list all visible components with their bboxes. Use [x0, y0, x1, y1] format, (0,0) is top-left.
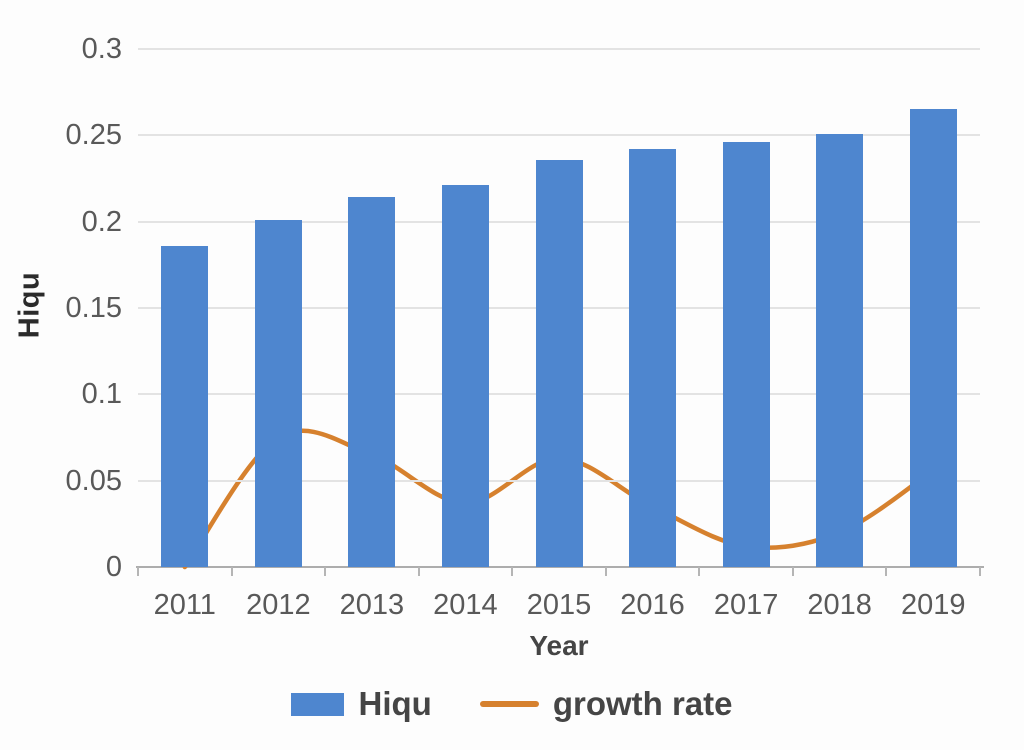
x-tick-label-2014: 2014	[433, 589, 498, 621]
bar-2017	[722, 142, 770, 567]
bar-2011	[161, 245, 209, 567]
x-tick-label-2011: 2011	[153, 589, 216, 621]
x-tick-label-2015: 2015	[526, 589, 592, 621]
y-tick-label-0.05: 0.05	[65, 464, 122, 497]
bar-2012	[254, 219, 302, 567]
x-tick-mark	[137, 567, 139, 576]
y-tick-label-0.2: 0.2	[81, 205, 122, 238]
x-tick-label-2012: 2012	[246, 589, 311, 621]
y-tick-label-0.15: 0.15	[65, 292, 122, 324]
x-tick-mark	[324, 567, 327, 576]
gridline-0.3	[138, 48, 980, 50]
x-tick-mark	[885, 567, 888, 576]
bar-2019	[909, 109, 957, 567]
legend-swatch-hiqu-icon	[291, 692, 345, 716]
x-tick-mark	[791, 567, 794, 576]
x-tick-mark	[698, 567, 701, 576]
legend-label-growth-rate: growth rate	[552, 685, 733, 722]
x-tick-label-2018: 2018	[807, 589, 872, 621]
x-axis-title: Year	[529, 630, 589, 661]
x-tick-label-2016: 2016	[620, 589, 685, 621]
x-tick-label-2013: 2013	[339, 589, 405, 621]
bar-2015	[535, 159, 583, 567]
x-tick-mark	[417, 567, 420, 576]
x-tick-mark	[511, 567, 514, 576]
y-tick-label-0.3: 0.3	[81, 33, 122, 65]
bar-2014	[441, 185, 489, 567]
bar-2013	[348, 197, 396, 567]
y-tick-label-0.25: 0.25	[65, 119, 122, 152]
x-tick-label-2017: 2017	[713, 589, 779, 621]
y-tick-label-0.1: 0.1	[81, 378, 122, 411]
x-tick-mark	[604, 567, 607, 576]
bar-2018	[816, 133, 864, 567]
legend: Hiqu growth rate	[0, 686, 1024, 722]
x-tick-label-2019: 2019	[900, 589, 966, 621]
x-tick-mark	[230, 567, 233, 576]
bar-2016	[629, 149, 677, 567]
y-tick-label-0: 0	[105, 551, 122, 583]
x-tick-mark	[979, 567, 981, 576]
gridline-0.25	[138, 134, 980, 137]
legend-label-hiqu: Hiqu	[358, 685, 432, 722]
legend-swatch-growth-rate-icon	[479, 701, 539, 707]
